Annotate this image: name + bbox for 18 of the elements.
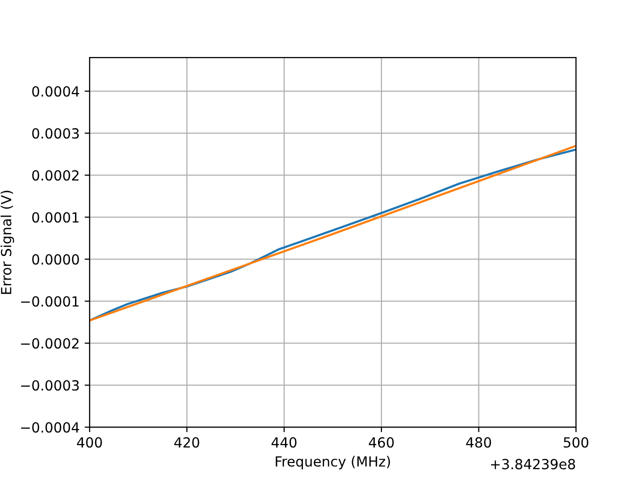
x-tick-label: 440	[272, 437, 296, 448]
y-tick-label: −0.0001	[21, 296, 79, 307]
x-tick-label: 500	[564, 437, 588, 448]
y-tick-label: 0.0002	[32, 170, 78, 181]
x-axis-title: Frequency (MHz)	[276, 456, 390, 470]
x-tick-label: 460	[368, 437, 394, 448]
y-tick-label: 0.0000	[32, 254, 79, 265]
x-tick-label: 420	[174, 437, 200, 448]
x-tick-label: 480	[466, 437, 492, 448]
x-tick-label: 400	[77, 437, 102, 448]
y-tick-label: −0.0002	[21, 338, 78, 349]
y-tick-label: 0.0004	[32, 86, 80, 97]
y-tick-label: 0.0003	[32, 128, 79, 139]
y-tick-label: −0.0004	[21, 422, 80, 433]
text: +3.84239e8	[491, 458, 576, 470]
y-tick-label: 0.0001	[32, 212, 79, 223]
y-axis-title: Error Signal (V)	[0, 190, 14, 294]
y-tick-label: −0.0003	[21, 380, 79, 391]
